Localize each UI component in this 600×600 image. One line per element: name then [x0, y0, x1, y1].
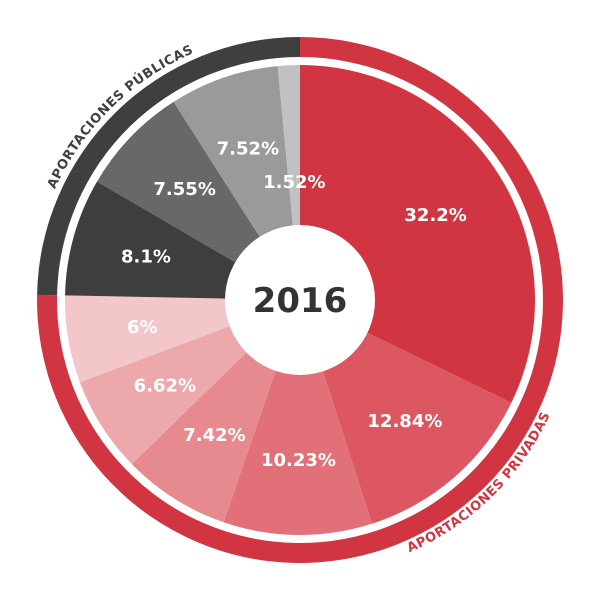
pie-slice: [223, 300, 373, 535]
slice-label: 32.2%: [404, 205, 466, 226]
slice-labels: 32.2% 12.84% 10.23% 7.42% 6.62% 6% 8.1% 7.55%7.…: [121, 139, 467, 471]
slice-label: 10.23%: [261, 450, 336, 471]
slice-label: 1.52%: [263, 172, 325, 193]
group-ring-arc: [37, 37, 300, 296]
slice-label: 8.1%: [121, 247, 171, 268]
slice-label: 6.62%: [134, 376, 196, 397]
slice-label: 6%: [127, 317, 158, 338]
slice-label: 12.84%: [367, 411, 442, 432]
slice-label: 7.55%: [153, 179, 215, 200]
center-hole: [225, 225, 375, 375]
slice-label: 7.52%: [217, 139, 279, 160]
center-label: 2016: [253, 281, 348, 321]
pie-slice: [300, 300, 512, 524]
group-ring: [36, 37, 563, 563]
slice-label: 7.42%: [183, 425, 245, 446]
pie-slices: [65, 65, 535, 535]
